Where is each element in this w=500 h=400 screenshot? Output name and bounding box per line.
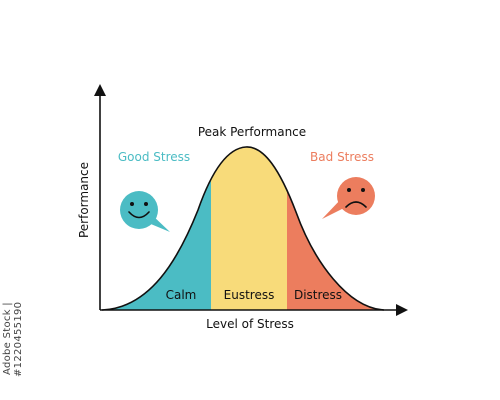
zone-distress-fill [287, 146, 384, 310]
x-axis-label: Level of Stress [206, 317, 294, 331]
peak-performance-label: Peak Performance [198, 125, 306, 139]
smiley-face-circle [120, 191, 158, 229]
y-axis-arrow-icon [94, 84, 106, 96]
sad-face-circle [337, 177, 375, 215]
y-axis-label: Performance [77, 162, 91, 238]
zone-distress-label: Distress [294, 288, 342, 302]
bell-curve [101, 146, 385, 311]
sad-face-icon [322, 177, 375, 219]
sad-right-eye [361, 188, 365, 192]
smiley-right-eye [144, 202, 148, 206]
stock-id-watermark: Adobe Stock | #1220455190 [2, 301, 24, 377]
axes [94, 84, 408, 316]
x-axis-arrow-icon [396, 304, 408, 316]
zone-calm-label: Calm [166, 288, 197, 302]
smiley-mouth [128, 211, 150, 219]
good-stress-label: Good Stress [118, 150, 190, 164]
zone-eustress-label: Eustress [224, 288, 275, 302]
smiling-face-icon [120, 191, 170, 232]
sad-mouth [345, 201, 367, 208]
smiley-left-eye [130, 202, 134, 206]
zone-calm-fill [102, 146, 211, 310]
sad-left-eye [347, 188, 351, 192]
zone-eustress-fill [211, 146, 287, 310]
bad-stress-label: Bad Stress [310, 150, 374, 164]
